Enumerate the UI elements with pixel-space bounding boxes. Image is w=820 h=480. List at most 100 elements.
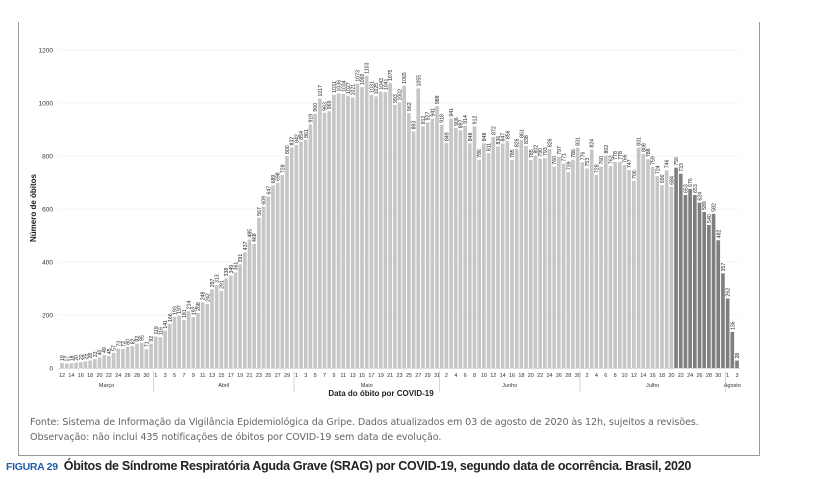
data-label: 468 bbox=[252, 233, 258, 242]
bar bbox=[650, 166, 655, 368]
x-tick-label: 24 bbox=[546, 373, 552, 379]
x-tick-label: 3 bbox=[304, 373, 307, 379]
month-label: Abril bbox=[218, 383, 229, 389]
bar bbox=[303, 139, 308, 368]
bar bbox=[149, 343, 153, 368]
bar bbox=[130, 346, 135, 368]
x-axis: 12 14 16 18 20 22 24 26 28 30 1 3 5 7 9 11 13 15 17 19 21 23 2… bbox=[58, 368, 741, 392]
bar bbox=[308, 124, 313, 368]
bar bbox=[477, 159, 482, 368]
bar bbox=[261, 206, 266, 368]
x-tick-label: 20 bbox=[668, 373, 674, 379]
data-label: 1103 bbox=[365, 62, 371, 73]
bar bbox=[299, 141, 303, 368]
data-label: 73 bbox=[116, 341, 122, 347]
data-label: 690 bbox=[660, 174, 666, 183]
bar bbox=[364, 75, 369, 368]
data-label: 485 bbox=[248, 229, 254, 238]
bar bbox=[313, 113, 317, 368]
bar bbox=[678, 173, 683, 368]
x-tick-label: 16 bbox=[650, 373, 656, 379]
data-label: 1041 bbox=[383, 78, 389, 90]
data-label: 242 bbox=[205, 293, 211, 302]
data-label: 582 bbox=[712, 203, 718, 212]
bar bbox=[219, 290, 224, 368]
x-tick-label: 8 bbox=[614, 373, 617, 379]
x-tick-label: 5 bbox=[173, 373, 176, 379]
data-label: 831 bbox=[576, 137, 582, 146]
bar bbox=[430, 118, 435, 368]
data-label: 1055 bbox=[416, 75, 422, 87]
data-label: 918 bbox=[440, 114, 446, 123]
data-label: 18 bbox=[69, 355, 75, 361]
data-label: 919 bbox=[308, 114, 314, 123]
data-label: 1017 bbox=[318, 85, 324, 97]
bar bbox=[332, 94, 336, 368]
x-tick-label: 27 bbox=[275, 373, 281, 379]
bar bbox=[627, 170, 632, 368]
data-label: 856 bbox=[505, 130, 511, 139]
x-tick-label: 19 bbox=[378, 373, 384, 379]
x-tick-label: 2 bbox=[445, 373, 448, 379]
data-label: 802 bbox=[533, 145, 539, 154]
bar bbox=[144, 349, 149, 368]
data-label: 802 bbox=[604, 145, 610, 154]
bar bbox=[83, 361, 88, 368]
data-label: 849 bbox=[444, 132, 450, 141]
data-label: 49 bbox=[102, 347, 108, 353]
x-tick-label: 12 bbox=[59, 373, 65, 379]
data-label: 589 bbox=[702, 201, 708, 210]
x-tick-label: 29 bbox=[284, 373, 290, 379]
data-label: 297 bbox=[210, 279, 216, 288]
data-label: 785 bbox=[510, 149, 516, 158]
data-label: 897 bbox=[458, 120, 464, 129]
bar bbox=[725, 298, 730, 368]
bar bbox=[730, 331, 735, 368]
x-tick-label: 24 bbox=[687, 373, 693, 379]
bar bbox=[622, 165, 627, 368]
bar bbox=[182, 320, 186, 368]
x-tick-label: 29 bbox=[425, 373, 431, 379]
bar bbox=[172, 316, 177, 368]
bar bbox=[125, 346, 130, 368]
bar bbox=[683, 194, 688, 368]
x-tick-label: 21 bbox=[246, 373, 252, 379]
data-label: 1060 bbox=[360, 73, 366, 85]
bar bbox=[519, 139, 524, 368]
bar bbox=[589, 149, 594, 368]
bar bbox=[266, 196, 271, 368]
data-label: 927 bbox=[426, 112, 432, 121]
bar bbox=[397, 102, 402, 368]
observation-note: Observação: não inclui 435 notificações … bbox=[30, 432, 442, 443]
data-label: 832 bbox=[290, 137, 296, 146]
bar bbox=[383, 92, 388, 368]
data-label: 838 bbox=[524, 135, 530, 144]
data-label: 1031 bbox=[369, 81, 375, 93]
x-tick-label: 18 bbox=[518, 373, 524, 379]
x-tick-label: 20 bbox=[96, 373, 102, 379]
bar bbox=[538, 158, 542, 368]
data-label: 733 bbox=[679, 163, 685, 172]
bar bbox=[552, 166, 557, 368]
bar bbox=[228, 275, 233, 368]
x-tick-label: 22 bbox=[106, 373, 112, 379]
bar bbox=[599, 166, 603, 368]
x-tick-label: 17 bbox=[228, 373, 234, 379]
data-label: 166 bbox=[168, 313, 174, 322]
data-label: 824 bbox=[590, 139, 596, 148]
y-tick-label: 600 bbox=[42, 207, 53, 214]
bar bbox=[444, 143, 449, 368]
bar bbox=[191, 317, 196, 368]
bar bbox=[392, 104, 397, 368]
data-labels: 1917182022252833404945577372808292957192… bbox=[60, 62, 741, 361]
x-tick-label: 30 bbox=[715, 373, 721, 379]
data-label: 969 bbox=[327, 100, 333, 109]
x-tick-label: 1 bbox=[295, 373, 298, 379]
bar bbox=[571, 159, 575, 368]
x-tick-label: 2 bbox=[585, 373, 588, 379]
x-tick-label: 3 bbox=[164, 373, 167, 379]
bar bbox=[92, 359, 97, 368]
bar bbox=[275, 183, 280, 368]
x-tick-label: 7 bbox=[323, 373, 326, 379]
x-tick-label: 16 bbox=[78, 373, 84, 379]
